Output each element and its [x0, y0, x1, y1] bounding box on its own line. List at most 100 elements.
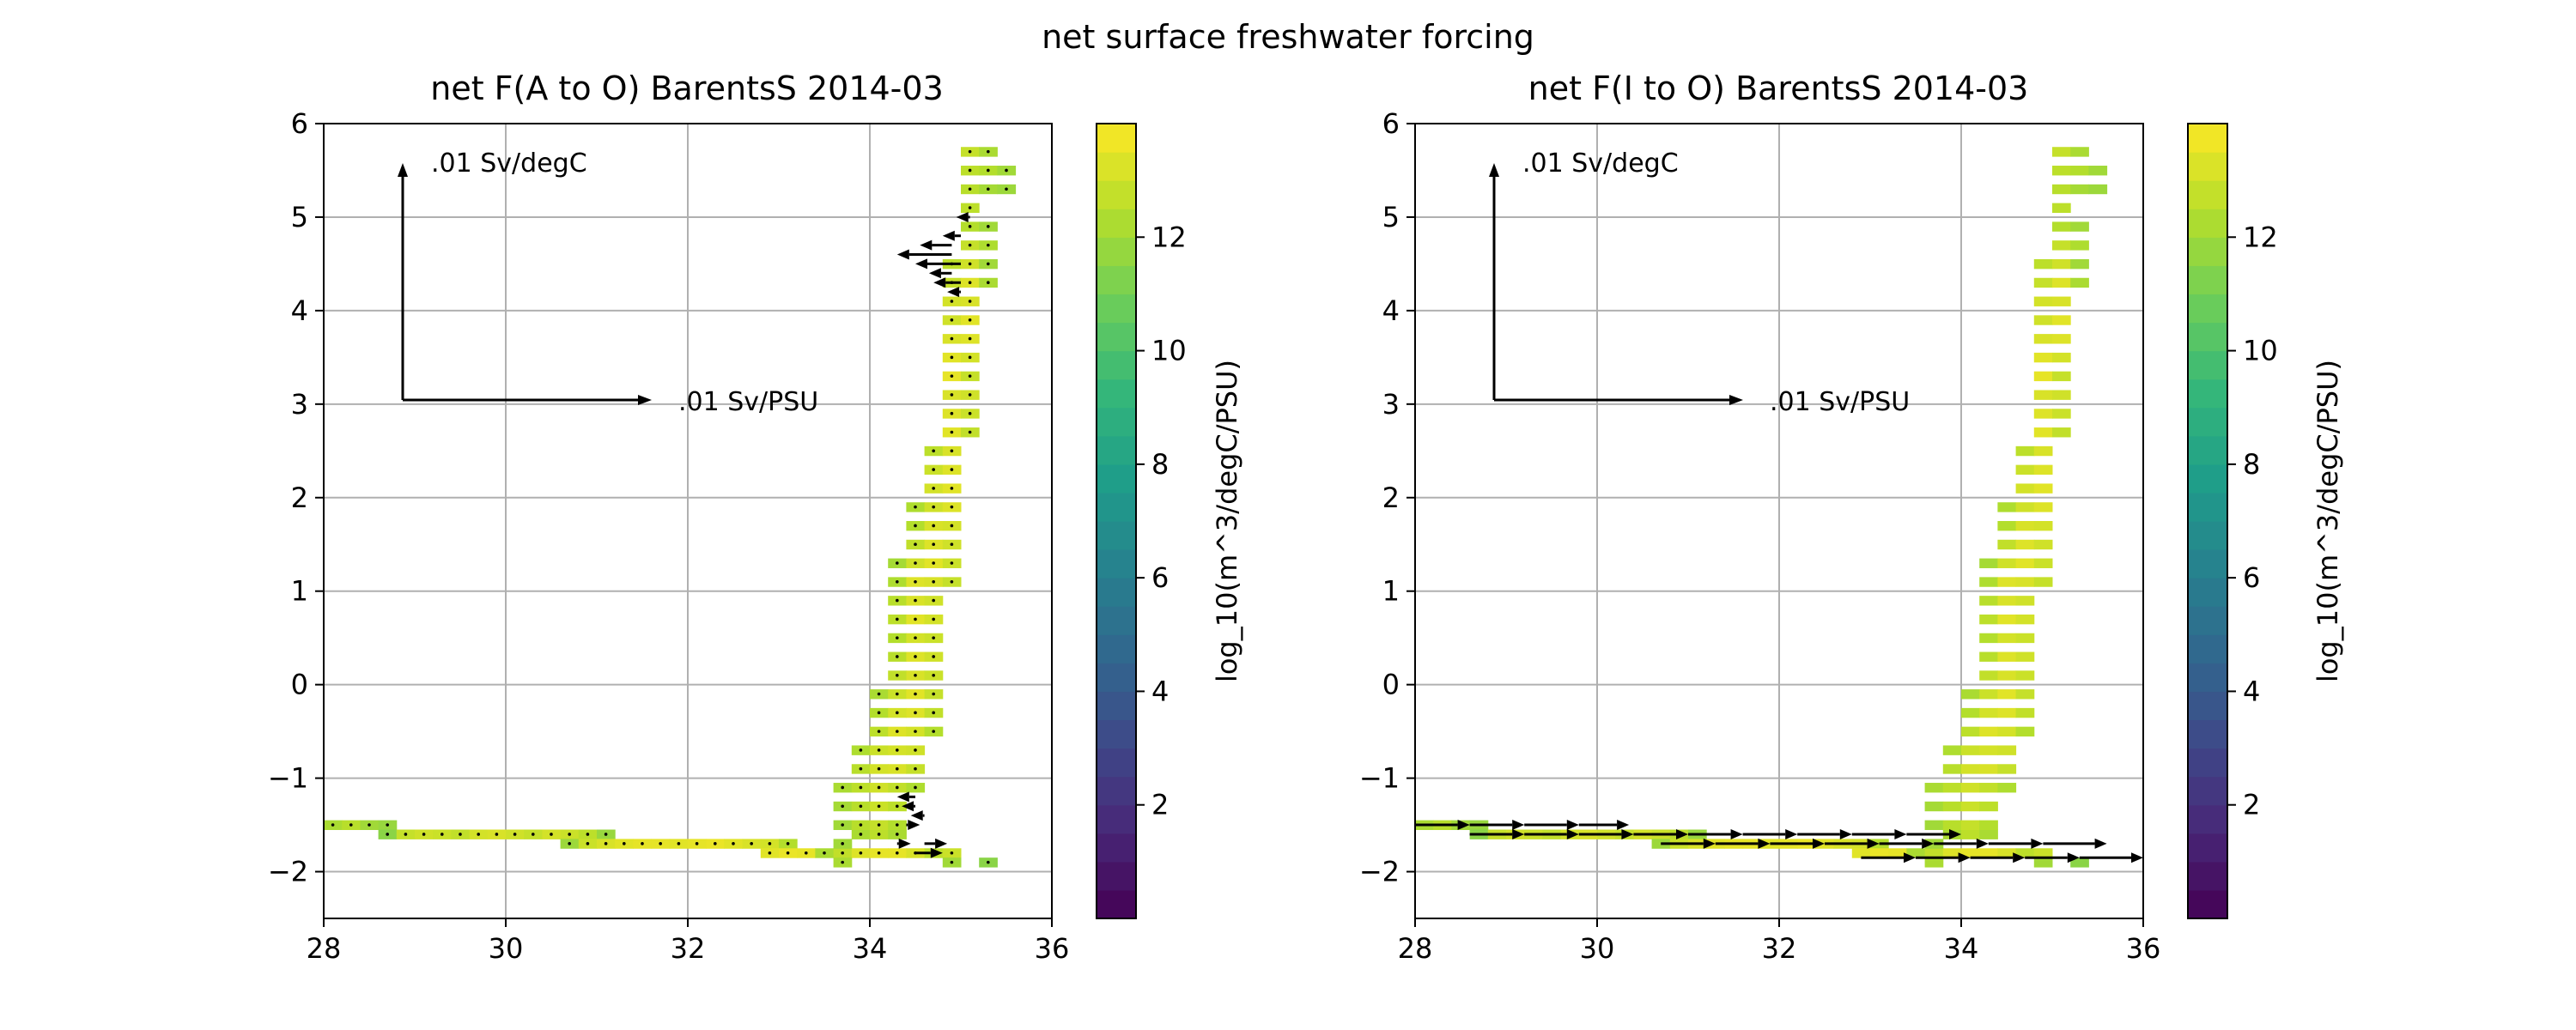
panel-a-to-o-cell-dot — [495, 833, 499, 836]
panel-a-to-o-cell-dot — [932, 580, 935, 584]
panel-a-to-o-flux-arrow — [896, 791, 915, 803]
panel-i-to-o-cell — [1979, 707, 1998, 718]
panel-a-to-o-cell-dot — [877, 692, 881, 696]
panel-i-to-o-cell — [2033, 390, 2053, 400]
panel-i-to-o-ytick-label: 6 — [1382, 107, 1400, 140]
panel-a-to-o-cell-dot — [987, 243, 990, 247]
panel-a-to-o-ytick-label: 1 — [291, 575, 308, 608]
panel-a-to-o-colorbar-segment — [1097, 209, 1136, 238]
panel-i-to-o-cell — [1924, 848, 1944, 858]
panel-i-to-o-cell — [1961, 707, 1980, 718]
panel-a-to-o-cell-dot — [877, 804, 881, 809]
panel-i-to-o-cell — [2033, 848, 2053, 858]
panel-i-to-o-cell — [1979, 596, 1998, 606]
panel-i-to-o-cell — [1942, 783, 1962, 793]
panel-i-to-o-cell — [2052, 296, 2071, 306]
panel-a-to-o-colorbar-tick-label: 8 — [1151, 448, 1169, 481]
panel-a-to-o-cell-dot — [932, 598, 935, 603]
panel-i-to-o-arrows — [1415, 820, 2143, 863]
panel-a-to-o-ytick-label: −2 — [268, 856, 308, 888]
panel-i-to-o-cell — [2033, 409, 2053, 419]
panel-a-to-o-cell-dot — [568, 833, 571, 836]
panel-a-to-o-ytick-label: 4 — [291, 294, 308, 327]
panel-a-to-o: net F(A to O) BarentsS 2014-03 .01 Sv/de… — [268, 70, 1243, 965]
panel-a-to-o-cell-dot — [950, 449, 954, 453]
panel-i-to-o-ytick-label: 5 — [1382, 201, 1400, 233]
panel-i-to-o-cell — [2033, 483, 2053, 494]
panel-a-to-o-cell-dot — [968, 430, 972, 434]
panel-i-to-o-flux-arrow — [1578, 828, 1634, 839]
panel-i-to-o-cells — [1415, 147, 2108, 868]
panel-a-to-o-cell-dot — [914, 655, 917, 658]
panel-i-to-o-cell — [1997, 726, 2017, 737]
panel-a-to-o-flux-arrow — [933, 277, 961, 288]
panel-i-to-o-cell — [2015, 651, 2035, 662]
panel-a-to-o-cell-dot — [349, 823, 353, 827]
panel-a-to-o-ytick-label: 0 — [291, 669, 308, 701]
panel-i-to-o-colorbar-segment — [2188, 350, 2227, 380]
panel-i-to-o-flux-arrow — [1770, 838, 1825, 849]
panel-i-to-o-cell — [1997, 651, 2017, 662]
panel-i-to-o-xtick-label: 36 — [2126, 932, 2161, 965]
panel-a-to-o-colorbar-segment — [1097, 719, 1136, 749]
panel-a-to-o-cell-dot — [987, 860, 990, 864]
panel-i-to-o-colorbar-frame — [2187, 123, 2228, 919]
panel-a-to-o-cell-dot — [968, 262, 972, 266]
panel-i-to-o-colorbar: 2 4 6 8 10 12 — [2187, 123, 2278, 919]
panel-i-to-o-cell — [1924, 783, 1944, 793]
panel-i-to-o-flux-arrow — [1415, 820, 1470, 831]
panel-a-to-o-cell-dot — [968, 300, 972, 303]
panel-i-to-o-cell — [2033, 577, 2053, 587]
panel-a-to-o-cell-dot — [968, 355, 972, 360]
panel-a-to-o-cell-dot — [950, 300, 954, 303]
panel-a-to-o-colorbar-segment — [1097, 492, 1136, 522]
panel-a-to-o-colorbar-segment — [1097, 833, 1136, 863]
panel-a-to-o-cell-dot — [440, 833, 444, 836]
panel-a-to-o-cell-dot — [914, 692, 917, 696]
panel-i-to-o-cell — [2052, 315, 2071, 325]
panel-a-to-o-cell-dot — [914, 561, 917, 565]
panel-a-to-o-title: net F(A to O) BarentsS 2014-03 — [430, 70, 944, 107]
panel-a-to-o-cell-dot — [950, 505, 954, 509]
panel-i-to-o-colorbar-segment — [2188, 549, 2227, 579]
panel-a-to-o-cell-dot — [968, 281, 972, 285]
panel-a-to-o-cell-dot — [914, 785, 917, 790]
panel-i-to-o-xtick-label: 30 — [1580, 932, 1615, 965]
panel-i-to-o-xticks: 28 30 32 34 36 — [1398, 918, 2161, 965]
panel-i-to-o-cell — [2052, 240, 2071, 251]
panel-i-to-o-cell — [2070, 258, 2089, 270]
panel-i-to-o-cell — [1997, 614, 2017, 625]
panel-a-to-o-cell-dot — [877, 823, 881, 827]
panel-i-to-o-cell — [1997, 670, 2017, 681]
panel-a-to-o-flux-arrow — [902, 801, 915, 812]
panel-i-to-o-colorbar-segment — [2188, 889, 2227, 919]
panel-a-to-o-colorbar-segment — [1097, 578, 1136, 607]
panel-a-to-o-flux-arrow — [906, 820, 920, 831]
panel-a-to-o-cell-dot — [950, 524, 954, 528]
panel-i-to-o-cell — [2070, 857, 2089, 868]
panel-i-to-o-cell — [1979, 801, 1998, 812]
panel-i-to-o-colorbar-segment — [2188, 691, 2227, 721]
panel-i-to-o-flux-arrow — [1916, 852, 1971, 863]
panel-a-to-o-cell-dot — [932, 449, 935, 453]
panel-a-to-o-cell-dot — [914, 542, 917, 547]
panel-a-to-o-cell-dot — [768, 842, 772, 845]
panel-i-to-o-flux-arrow — [1879, 838, 1935, 849]
panel-i-to-o-cell — [2052, 203, 2071, 213]
panel-a-to-o-cell-dot — [896, 804, 899, 809]
panel-a-to-o-colorbar-segment — [1097, 606, 1136, 635]
panel-i-to-o-cell — [1997, 783, 2017, 793]
panel-a-to-o-cell-dot — [859, 833, 863, 836]
panel-i-to-o-cell — [2033, 352, 2053, 363]
panel-i-to-o-cell — [1997, 633, 2017, 644]
panel-a-to-o-colorbar-tick-label: 12 — [1151, 221, 1187, 253]
panel-i-to-o-cell — [2015, 577, 2035, 587]
panel-a-to-o-flux-arrow — [920, 239, 952, 251]
panel-a-to-o-cell-dot — [968, 243, 972, 247]
panel-a-to-o-cell-dot — [968, 187, 972, 191]
panel-a-to-o-cell-dot — [859, 785, 863, 790]
panel-a-to-o-cell-dot — [659, 842, 662, 845]
panel-a-to-o-cell-dot — [932, 561, 935, 565]
panel-a-to-o-cell-dot — [896, 748, 899, 752]
panel-a-to-o-cell-dot — [859, 851, 863, 855]
